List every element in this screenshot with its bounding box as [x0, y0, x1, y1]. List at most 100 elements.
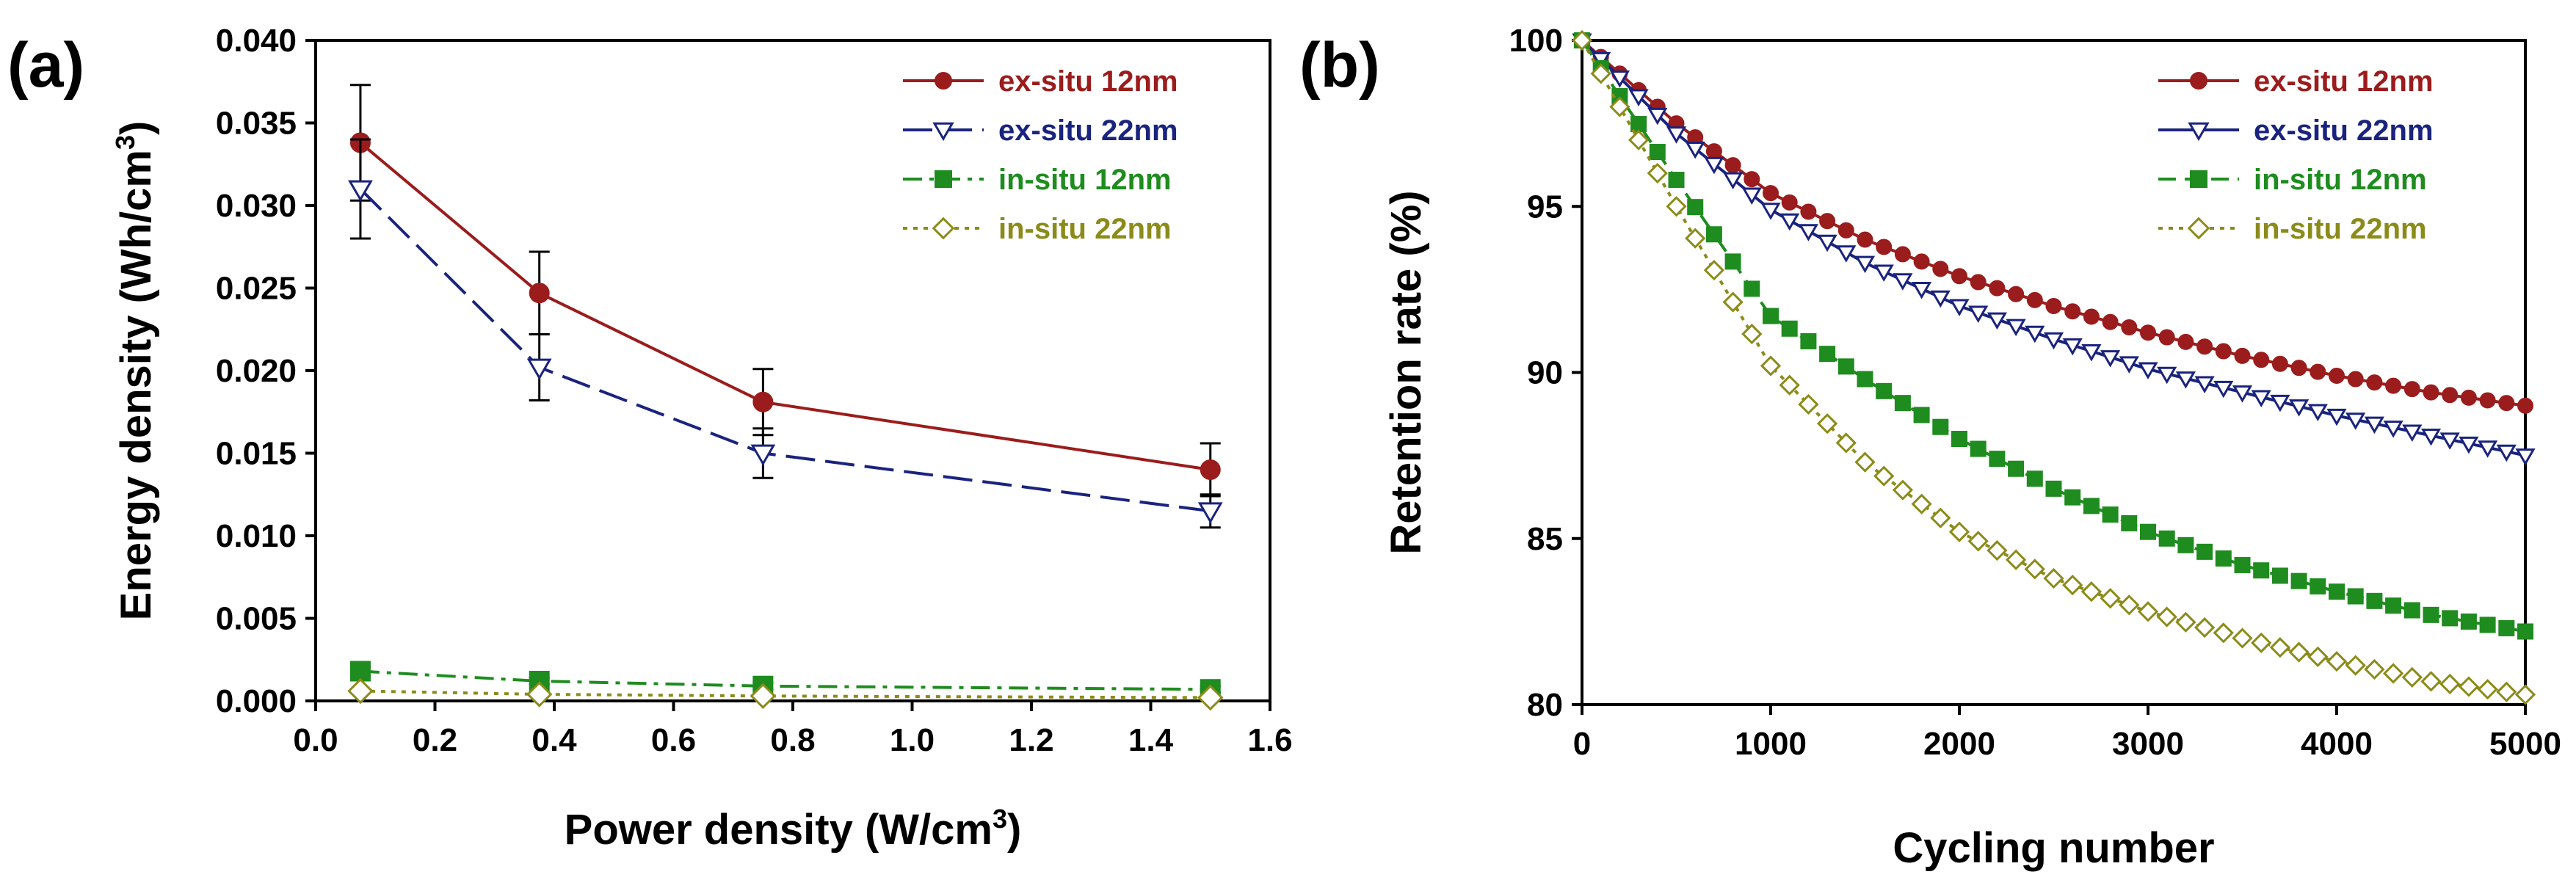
data-point: [1857, 371, 1873, 388]
x-axis-label: Cycling number: [1893, 824, 2214, 872]
data-point: [2251, 390, 2271, 407]
data-point: [1951, 268, 1967, 285]
y-tick-label: 0.040: [216, 23, 297, 59]
data-point: [2024, 559, 2045, 580]
data-point: [2232, 628, 2253, 649]
data-point: [2194, 376, 2215, 393]
data-point: [1911, 281, 1932, 299]
data-point: [1835, 432, 1857, 454]
data-point: [1722, 172, 1744, 190]
data-point: [1779, 374, 1800, 396]
y-tick-label: 0.005: [216, 601, 297, 637]
y-tick-label: 0.030: [216, 188, 297, 224]
x-tick-label: 4000: [2301, 726, 2373, 762]
data-point: [1800, 203, 1817, 220]
data-point: [2460, 613, 2477, 630]
data-point: [1816, 413, 1838, 434]
data-point: [2043, 567, 2064, 589]
data-point: [1685, 228, 1706, 249]
data-point: [2403, 381, 2420, 398]
data-point: [1800, 332, 1817, 349]
data-point: [1197, 502, 1223, 524]
data-point: [2288, 641, 2310, 663]
data-point: [2083, 498, 2100, 514]
data-point: [1873, 465, 1895, 487]
data-point: [2383, 421, 2403, 438]
legend-label: ex-situ 22nm: [2254, 114, 2434, 147]
data-point: [2460, 389, 2477, 406]
data-point: [2496, 444, 2517, 462]
series-line: [360, 669, 1211, 691]
data-point: [752, 391, 774, 412]
data-point: [2100, 350, 2121, 368]
data-point: [2156, 606, 2177, 628]
data-point: [2290, 360, 2307, 377]
series-in-situ-22nm: [1571, 29, 2536, 705]
data-point: [1591, 51, 1611, 70]
data-point: [1989, 451, 2006, 468]
data-point: [1200, 459, 1221, 480]
data-point: [2158, 530, 2175, 547]
data-point: [2062, 574, 2083, 596]
legend-label: ex-situ 22nm: [998, 114, 1178, 147]
data-point: [1779, 213, 1800, 231]
data-point: [2423, 606, 2439, 623]
data-point: [1590, 63, 1611, 84]
data-point: [1763, 308, 1779, 324]
data-point: [1819, 346, 1836, 363]
x-tick-label: 2000: [1923, 726, 1995, 762]
data-point: [1970, 440, 1987, 457]
data-point: [2251, 632, 2272, 653]
x-tick-label: 5000: [2489, 726, 2561, 762]
data-point: [1967, 531, 1989, 552]
data-point: [2137, 601, 2159, 622]
legend-marker: [2190, 170, 2207, 188]
y-tick-label: 95: [1527, 189, 1563, 225]
data-point: [1987, 312, 2008, 330]
y-tick-label: 80: [1527, 687, 1563, 723]
data-point: [1949, 299, 1970, 316]
data-point: [1930, 507, 1951, 528]
data-point: [2420, 671, 2442, 692]
data-point: [1876, 239, 1893, 255]
x-tick-label: 0.4: [531, 722, 577, 758]
y-tick-label: 0.035: [216, 106, 297, 142]
data-point: [1932, 418, 1949, 435]
data-point: [2121, 514, 2138, 531]
y-axis-label: Energy density (Wh/cm3): [110, 121, 160, 621]
data-point: [2140, 324, 2156, 341]
data-point: [2477, 679, 2498, 700]
data-point: [1894, 246, 1911, 263]
data-point: [2479, 392, 2496, 409]
data-point: [2288, 399, 2310, 417]
data-point: [1819, 213, 1836, 230]
legend-label: in-situ 12nm: [2254, 164, 2427, 196]
data-point: [1744, 280, 1760, 297]
data-point: [2253, 562, 2270, 579]
x-tick-label: 1.2: [1009, 722, 1053, 758]
data-point: [1798, 393, 1819, 415]
x-tick-label: 0.0: [293, 722, 338, 758]
data-point: [526, 358, 552, 380]
data-point: [1666, 126, 1687, 144]
data-point: [348, 180, 373, 202]
panel-b-legend: ex-situ 12nm ex-situ 22nm in-situ 12nm in-s…: [2158, 65, 2434, 245]
data-point: [1781, 320, 1798, 337]
x-axis-label-end: ): [1007, 806, 1021, 854]
data-point: [2140, 523, 2156, 540]
y-axis-label-end: ): [112, 121, 160, 135]
data-point: [2080, 581, 2102, 603]
data-point: [1687, 199, 1704, 216]
data-point: [1647, 162, 1668, 184]
panel-a-series: [347, 84, 1224, 711]
data-point: [1837, 358, 1854, 375]
data-point: [2157, 366, 2177, 385]
data-point: [1854, 255, 1876, 274]
data-point: [1894, 395, 1911, 412]
data-point: [2442, 387, 2459, 404]
data-point: [2329, 583, 2345, 600]
data-point: [2271, 567, 2288, 584]
data-point: [2253, 352, 2270, 368]
data-point: [2307, 404, 2328, 421]
